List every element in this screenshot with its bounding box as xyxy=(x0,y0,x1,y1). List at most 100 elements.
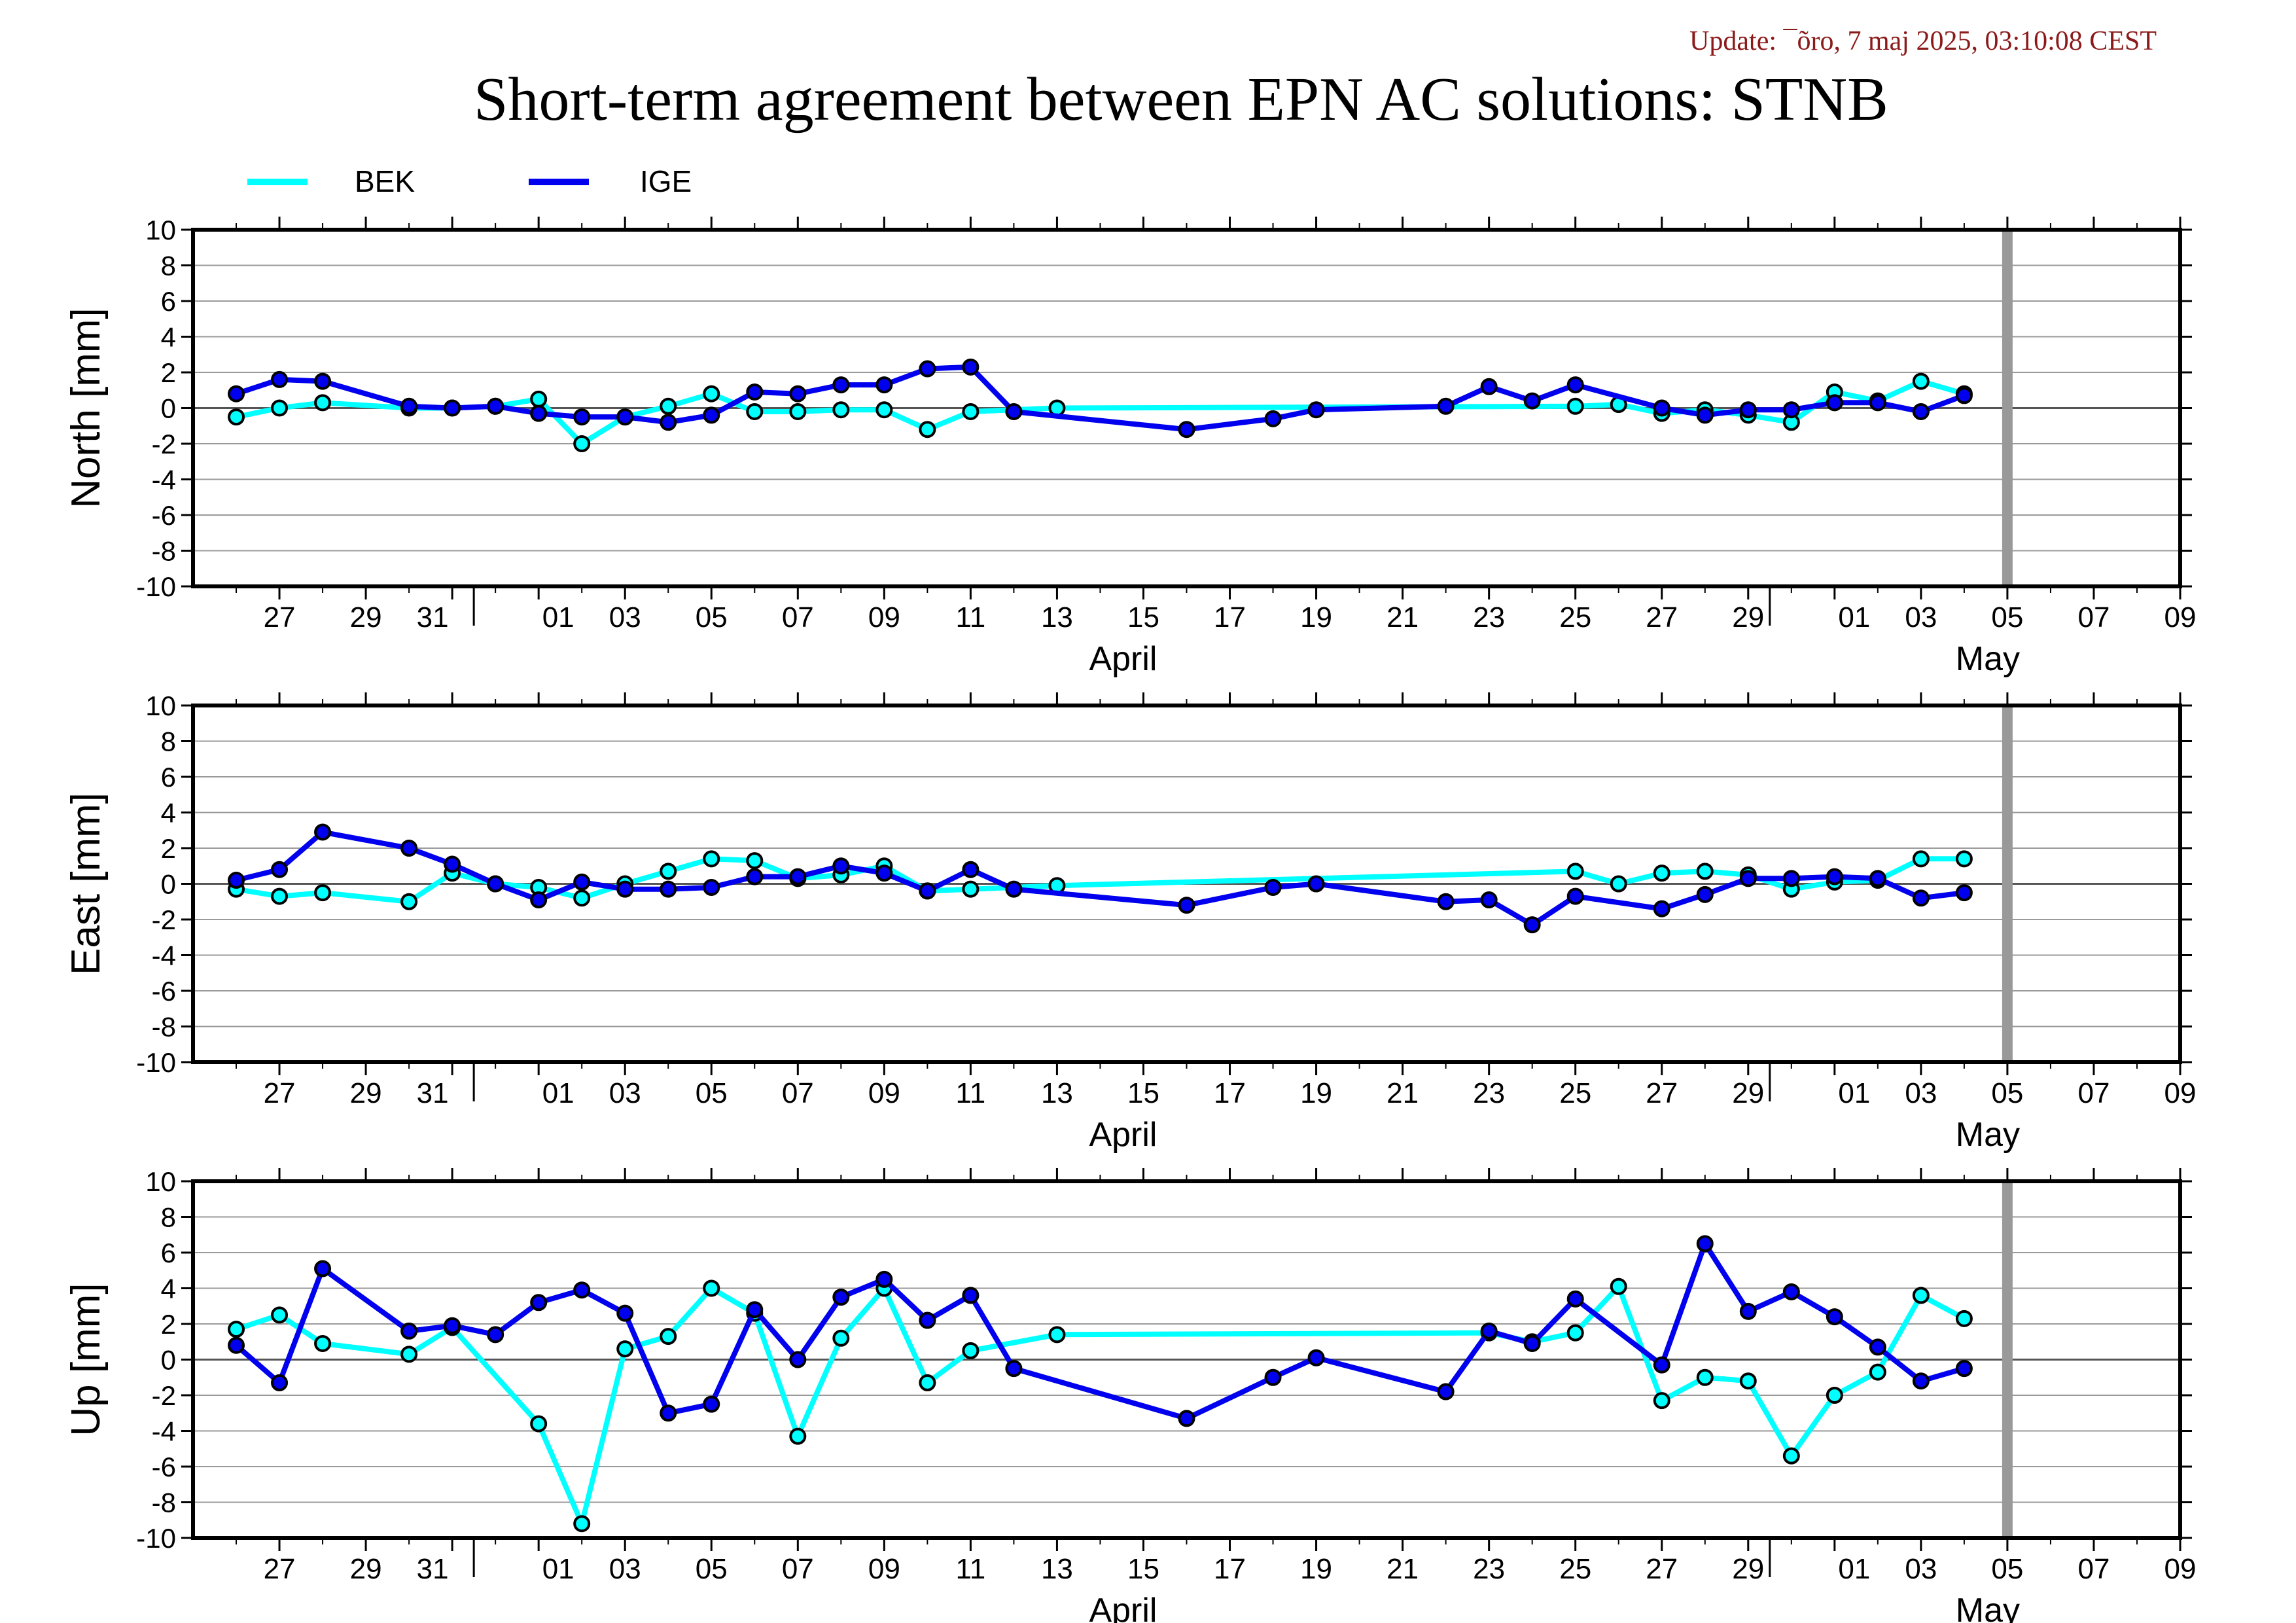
x-tick-label: 01 xyxy=(1838,1077,1870,1109)
data-point-bek xyxy=(832,401,850,419)
y-tick-label: 0 xyxy=(161,393,176,424)
x-tick-label: 13 xyxy=(1041,601,1073,633)
data-point-ige xyxy=(703,878,720,896)
data-point-ige xyxy=(1005,402,1023,420)
x-tick-label: 07 xyxy=(2077,601,2110,633)
y-tick-label: 6 xyxy=(161,286,176,317)
data-point-ige xyxy=(530,1294,548,1311)
y-axis-label: North [mm] xyxy=(63,308,109,508)
data-point-ige xyxy=(1782,870,1800,887)
data-point-ige xyxy=(530,891,548,909)
x-tick-label: 19 xyxy=(1300,1553,1332,1585)
data-point-bek xyxy=(1869,1363,1886,1381)
x-tick-label: 07 xyxy=(782,1077,814,1109)
data-point-ige xyxy=(875,376,893,394)
x-tick-label: 27 xyxy=(1646,1077,1678,1109)
data-point-ige xyxy=(1523,916,1541,934)
x-tick-label: 27 xyxy=(1646,601,1678,633)
data-point-ige xyxy=(1826,868,1843,885)
data-point-ige xyxy=(1739,1302,1757,1320)
data-point-ige xyxy=(1264,1368,1282,1386)
y-tick-label: 2 xyxy=(161,1309,176,1340)
data-point-bek xyxy=(1610,1277,1627,1295)
data-point-bek xyxy=(400,1346,418,1363)
x-tick-label: 23 xyxy=(1473,601,1505,633)
data-point-ige xyxy=(703,1395,720,1413)
plot-frame xyxy=(191,228,2182,588)
data-point-ige xyxy=(1264,410,1282,427)
x-tick-label: 01 xyxy=(542,1553,574,1585)
x-tick-label: 09 xyxy=(868,601,900,633)
x-tick-label: 29 xyxy=(350,1553,382,1585)
data-point-ige xyxy=(444,399,461,417)
data-point-bek xyxy=(660,863,677,880)
data-point-bek xyxy=(1653,1392,1670,1410)
data-point-bek xyxy=(573,1515,591,1533)
data-point-ige xyxy=(530,404,548,422)
data-point-ige xyxy=(271,370,289,388)
y-tick-label: -8 xyxy=(152,1012,176,1043)
chart-panel-1: -10 -8 -6 -4 -2 0 2 4 6 8 10 27 29 31 01 03 05 07 09 11 13 15… xyxy=(63,215,2196,678)
x-tick-label: 05 xyxy=(696,1553,728,1585)
data-point-ige xyxy=(1955,884,1973,902)
x-tick-label: 11 xyxy=(956,1077,986,1109)
data-point-ige xyxy=(1566,376,1584,394)
data-point-ige xyxy=(1869,394,1886,412)
legend: BEK IGE xyxy=(247,164,692,198)
chart-panel-2: -10 -8 -6 -4 -2 0 2 4 6 8 10 27 29 31 01 03 05 07 09 11 13 15… xyxy=(63,690,2196,1154)
data-point-ige xyxy=(1005,1360,1023,1378)
x-tick-label: 25 xyxy=(1559,601,1591,633)
data-point-bek xyxy=(530,1415,548,1433)
x-tick-label: 11 xyxy=(956,1553,986,1585)
data-point-ige xyxy=(1307,875,1325,893)
data-point-bek xyxy=(962,880,980,898)
data-point-ige xyxy=(1480,891,1498,909)
data-point-ige xyxy=(875,1270,893,1288)
data-point-ige xyxy=(616,880,634,898)
data-point-bek xyxy=(573,889,591,907)
chart-panel-3: -10 -8 -6 -4 -2 0 2 4 6 8 10 27 29 31 01 03 05 07 09 11 13 15… xyxy=(63,1166,2196,1623)
x-tick-label: 17 xyxy=(1214,1077,1246,1109)
y-tick-label: -2 xyxy=(152,1380,176,1411)
data-point-ige xyxy=(746,868,764,885)
data-point-bek xyxy=(1782,1447,1800,1465)
data-point-ige xyxy=(962,358,980,376)
data-point-ige xyxy=(1653,1356,1670,1374)
data-point-ige xyxy=(746,383,764,401)
x-tick-label: 15 xyxy=(1127,601,1159,633)
x-tick-label: 01 xyxy=(542,601,574,633)
x-tick-label: 13 xyxy=(1041,1553,1073,1585)
x-tick-label: 27 xyxy=(1646,1553,1678,1585)
data-point-ige xyxy=(1264,878,1282,896)
y-tick-label: 10 xyxy=(145,1166,176,1197)
data-point-bek xyxy=(314,884,332,902)
data-point-ige xyxy=(1307,401,1325,419)
y-tick-label: -8 xyxy=(152,536,176,567)
x-tick-label: 05 xyxy=(696,1077,728,1109)
data-point-ige xyxy=(1955,387,1973,404)
data-point-bek xyxy=(703,385,720,402)
data-point-bek xyxy=(875,401,893,419)
y-tick-label: -2 xyxy=(152,429,176,459)
x-tick-label: 01 xyxy=(1838,1553,1870,1585)
y-tick-label: 2 xyxy=(161,833,176,864)
y-tick-label: 8 xyxy=(161,251,176,281)
data-point-ige xyxy=(444,1317,461,1334)
data-point-ige xyxy=(919,882,936,900)
y-tick-label: 0 xyxy=(161,869,176,900)
data-point-ige xyxy=(1566,1290,1584,1308)
data-point-ige xyxy=(1912,402,1930,420)
data-point-ige xyxy=(1653,399,1670,417)
data-point-bek xyxy=(1696,863,1714,880)
y-axis-label: Up [mm] xyxy=(63,1283,109,1436)
data-point-ige xyxy=(832,1289,850,1306)
data-point-bek xyxy=(1566,863,1584,880)
x-tick-label: 03 xyxy=(609,1077,641,1109)
data-point-ige xyxy=(1696,406,1714,424)
x-tick-label: 03 xyxy=(1905,1077,1937,1109)
y-tick-label: 2 xyxy=(161,357,176,388)
data-point-bek xyxy=(1912,372,1930,390)
x-tick-label: 09 xyxy=(2164,601,2197,633)
data-point-bek xyxy=(1566,1324,1584,1342)
data-point-ige xyxy=(1696,885,1714,903)
